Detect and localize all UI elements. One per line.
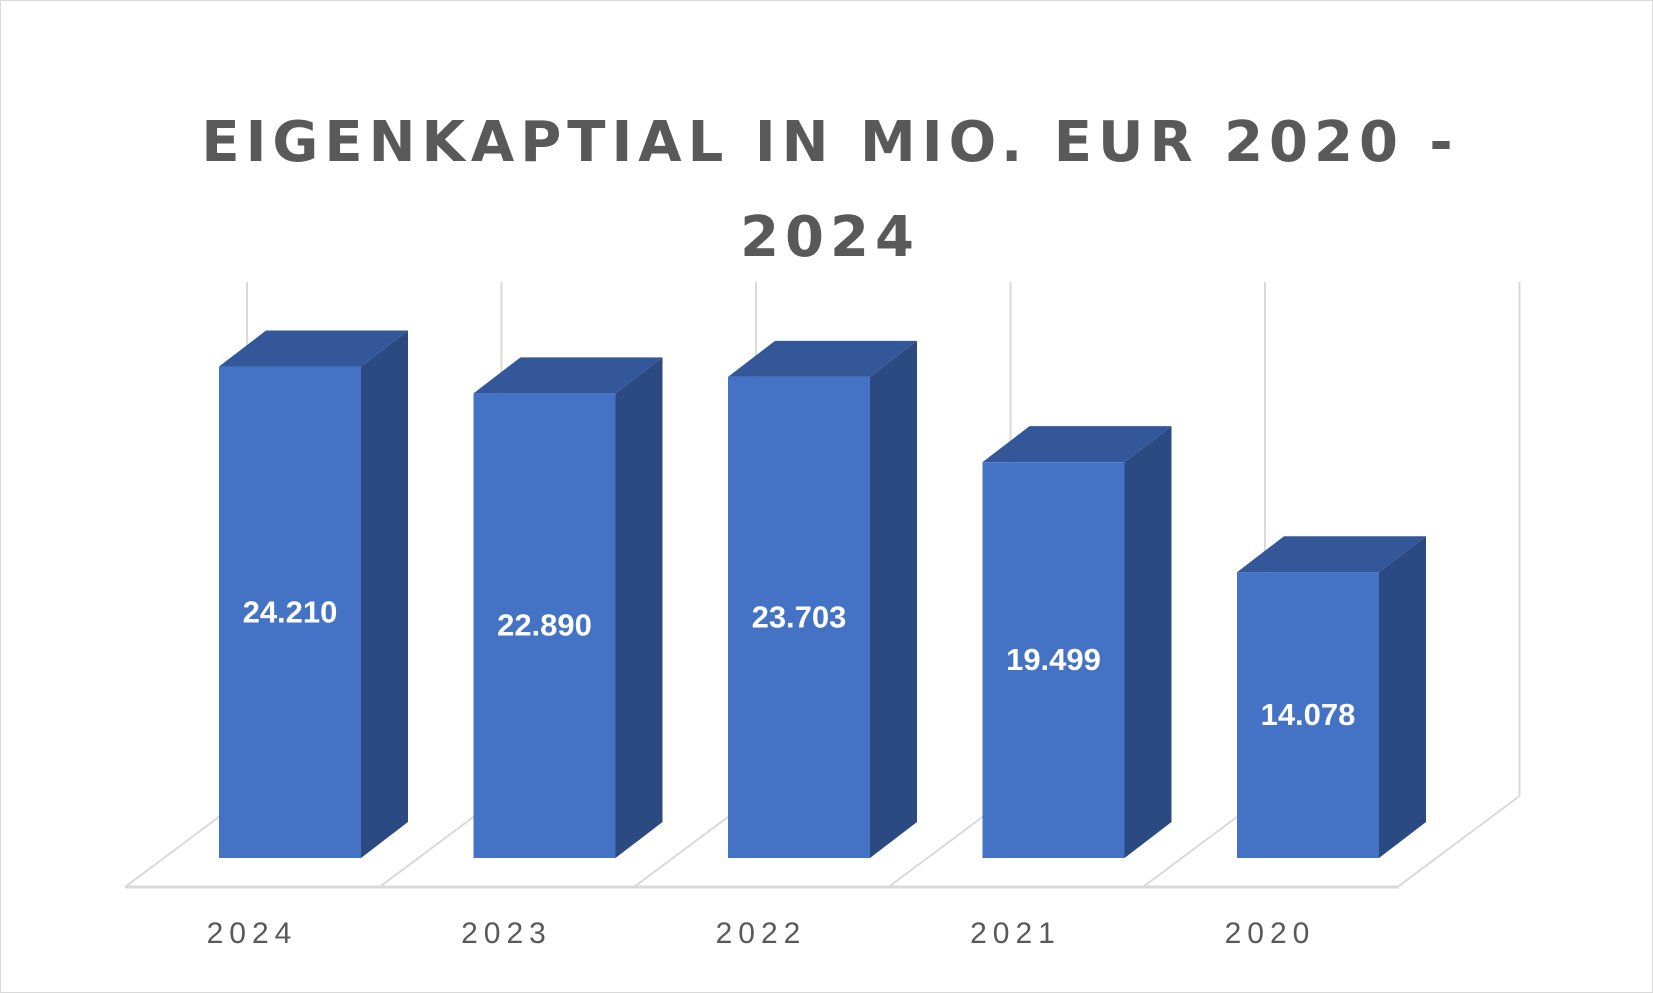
- bar-side-face: [870, 340, 917, 858]
- x-tick-label: 2021: [970, 917, 1061, 950]
- x-tick-label: 2020: [1225, 917, 1316, 950]
- data-label: 19.499: [1006, 642, 1101, 677]
- chart-title: EIGENKAPTIAL IN MIO. EUR 2020 - 2024: [201, 110, 1459, 270]
- data-label: 23.703: [752, 599, 847, 634]
- x-tick-label: 2024: [207, 917, 298, 950]
- data-label: 22.890: [497, 608, 592, 643]
- bar: [1237, 572, 1379, 858]
- bar: [473, 393, 616, 858]
- x-tick-label: 2023: [461, 917, 552, 950]
- floor-gridline: [1396, 795, 1521, 888]
- bar-side-face: [615, 357, 663, 858]
- bar: [982, 462, 1125, 858]
- bar-top-face: [473, 357, 663, 394]
- bar-top-face: [728, 340, 917, 377]
- bar-top-face: [982, 426, 1172, 463]
- bar-side-face: [1124, 426, 1172, 858]
- x-tick-label: 2022: [716, 917, 807, 950]
- data-label: 24.210: [243, 594, 338, 629]
- bar-side-face: [1379, 536, 1426, 858]
- bar-top-face: [219, 330, 408, 367]
- bar-top-face: [1237, 536, 1426, 573]
- bar: [728, 376, 870, 858]
- bar-side-face: [361, 330, 408, 858]
- data-label: 14.078: [1261, 697, 1356, 732]
- bar: [219, 366, 361, 858]
